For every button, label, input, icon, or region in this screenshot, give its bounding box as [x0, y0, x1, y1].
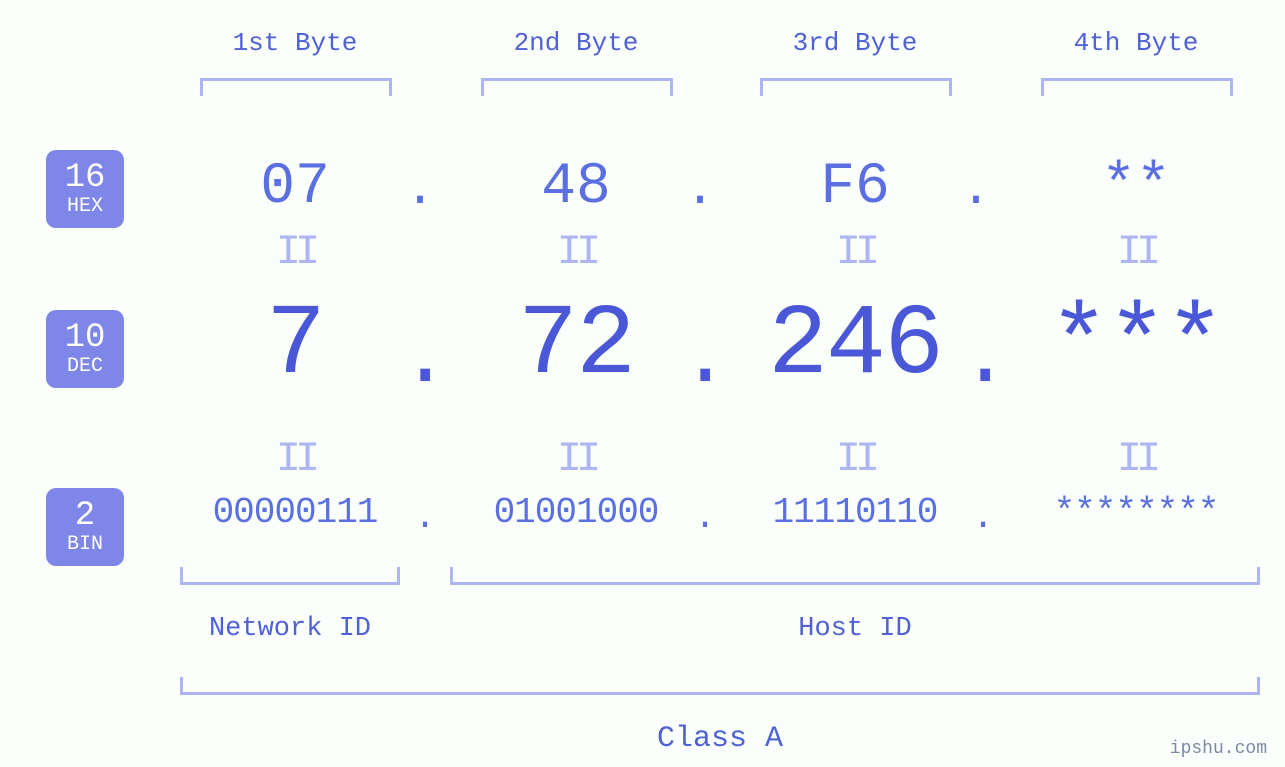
bin-sep-3: .: [963, 497, 1003, 538]
eq-1-3: II: [755, 228, 955, 276]
badge-hex-num: 16: [65, 161, 106, 195]
bin-byte-3: 11110110: [725, 492, 985, 533]
watermark: ipshu.com: [1170, 739, 1267, 759]
label-class: Class A: [180, 722, 1260, 756]
label-host-id: Host ID: [450, 614, 1260, 644]
hex-sep-2: .: [680, 162, 720, 219]
dec-sep-1: .: [400, 312, 440, 407]
bracket-network-id: [180, 567, 400, 585]
dec-byte-2: 72: [446, 290, 706, 403]
hex-byte-4: **: [1036, 155, 1236, 220]
dec-byte-3: 246: [725, 290, 985, 403]
eq-2-2: II: [476, 435, 676, 483]
eq-1-2: II: [476, 228, 676, 276]
eq-1-4: II: [1036, 228, 1236, 276]
eq-2-4: II: [1036, 435, 1236, 483]
eq-2-3: II: [755, 435, 955, 483]
badge-bin: 2 BIN: [46, 488, 124, 566]
bracket-class: [180, 677, 1260, 695]
bracket-host-id: [450, 567, 1260, 585]
top-bracket-3: [760, 78, 952, 96]
hex-byte-2: 48: [476, 155, 676, 220]
badge-dec: 10 DEC: [46, 310, 124, 388]
hex-byte-1: 07: [195, 155, 395, 220]
dec-sep-3: .: [960, 312, 1000, 407]
label-network-id: Network ID: [180, 614, 400, 644]
badge-bin-lbl: BIN: [67, 535, 103, 555]
bin-sep-1: .: [405, 497, 445, 538]
eq-1-1: II: [195, 228, 395, 276]
eq-2-1: II: [195, 435, 395, 483]
ip-bases-diagram: 1st Byte 2nd Byte 3rd Byte 4th Byte 16 H…: [0, 0, 1285, 767]
badge-dec-lbl: DEC: [67, 357, 103, 377]
dec-byte-4: ***: [1006, 290, 1266, 403]
hex-sep-3: .: [956, 162, 996, 219]
top-bracket-1: [200, 78, 392, 96]
badge-hex: 16 HEX: [46, 150, 124, 228]
bin-byte-1: 00000111: [165, 492, 425, 533]
top-bracket-4: [1041, 78, 1233, 96]
dec-byte-1: 7: [165, 290, 425, 403]
hex-byte-3: F6: [755, 155, 955, 220]
bin-byte-2: 01001000: [446, 492, 706, 533]
hex-sep-1: .: [400, 162, 440, 219]
byte-label-2: 2nd Byte: [476, 28, 676, 58]
badge-bin-num: 2: [75, 499, 95, 533]
bin-sep-2: .: [685, 497, 725, 538]
badge-hex-lbl: HEX: [67, 197, 103, 217]
byte-label-3: 3rd Byte: [755, 28, 955, 58]
badge-dec-num: 10: [65, 321, 106, 355]
byte-label-4: 4th Byte: [1036, 28, 1236, 58]
top-bracket-2: [481, 78, 673, 96]
dec-sep-2: .: [680, 312, 720, 407]
byte-label-1: 1st Byte: [195, 28, 395, 58]
bin-byte-4: ********: [1006, 492, 1266, 533]
